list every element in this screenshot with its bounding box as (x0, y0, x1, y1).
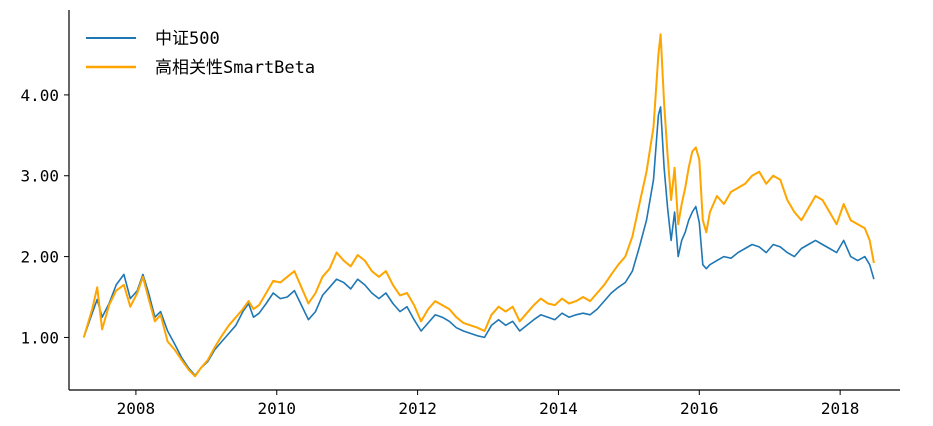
legend-label-1: 中证500 (155, 29, 220, 49)
axes (68, 10, 900, 391)
legend: 中证500 高相关性SmartBeta (86, 29, 315, 78)
x-tick-label: 2012 (398, 399, 437, 418)
y-tick-label: 3.00 (20, 167, 59, 186)
x-axis-ticks: 2008 2010 2012 2014 2016 2018 (117, 390, 860, 418)
series-lines (82, 33, 875, 378)
y-tick-label: 1.00 (20, 328, 59, 347)
x-tick-label: 2014 (539, 399, 578, 418)
x-tick-label: 2010 (257, 399, 296, 418)
legend-label-2: 高相关性SmartBeta (155, 58, 315, 78)
series-line-1 (83, 106, 875, 377)
y-tick-label: 2.00 (20, 248, 59, 267)
y-tick-label: 4.00 (20, 86, 59, 105)
y-axis-ticks: 1.00 2.00 3.00 4.00 (20, 86, 69, 347)
x-tick-label: 2008 (117, 399, 156, 418)
series-line-2 (82, 33, 875, 378)
x-tick-label: 2016 (680, 399, 719, 418)
x-tick-label: 2018 (821, 399, 860, 418)
